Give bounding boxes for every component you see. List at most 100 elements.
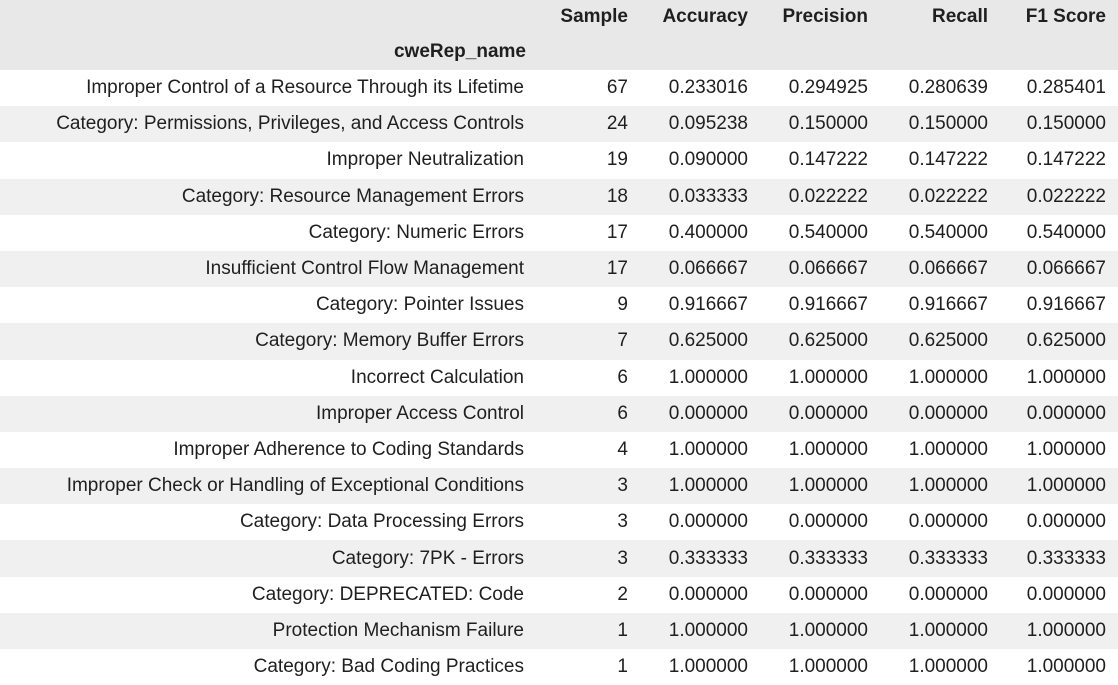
row-name: Category: Bad Coding Practices [253,656,524,678]
row-name: Category: Resource Management Errors [181,185,524,207]
table-row: Category: Permissions, Privileges, and A… [0,106,1118,143]
cell-recall: 1.000000 [908,656,988,678]
cell-f1: 0.333333 [1026,547,1106,569]
row-name: Category: Permissions, Privileges, and A… [56,113,524,135]
cell-accuracy: 0.000000 [668,402,748,424]
header-f1-score: F1 Score [1025,6,1106,27]
header-precision: Precision [782,6,868,27]
row-name: Incorrect Calculation [350,366,524,388]
cell-recall: 1.000000 [908,366,988,388]
cell-recall: 0.540000 [908,221,988,243]
table-row: Category: Memory Buffer Errors 7 0.62500… [0,323,1118,360]
index-blank [538,34,640,70]
cell-f1: 0.147222 [1026,149,1106,171]
row-name: Category: 7PK - Errors [331,547,524,569]
cell-accuracy: 0.233016 [668,77,748,99]
index-blank [1000,34,1118,70]
cell-precision: 0.000000 [788,583,868,605]
cell-sample: 9 [617,294,628,316]
cell-precision: 0.916667 [788,294,868,316]
cell-precision: 0.294925 [788,77,868,99]
index-blank [640,34,760,70]
cell-recall: 0.333333 [908,547,988,569]
cell-accuracy: 1.000000 [668,366,748,388]
cell-recall: 0.150000 [908,113,988,135]
cell-accuracy: 0.400000 [668,221,748,243]
row-name: Improper Access Control [315,402,524,424]
table-row: Improper Adherence to Coding Standards 4… [0,431,1118,469]
row-name: Protection Mechanism Failure [272,619,524,641]
cell-f1: 1.000000 [1026,366,1106,388]
header-recall: Recall [932,6,988,27]
cell-recall: 0.625000 [908,330,988,352]
cell-precision: 1.000000 [788,366,868,388]
cell-f1: 0.540000 [1026,221,1106,243]
cell-precision: 0.000000 [788,511,868,533]
cell-accuracy: 1.000000 [668,475,748,497]
cell-sample: 3 [617,511,628,533]
cell-recall: 1.000000 [908,475,988,497]
cell-accuracy: 0.000000 [668,583,748,605]
table-row: Insufficient Control Flow Management 17 … [0,250,1118,288]
table-row: Improper Check or Handling of Exceptiona… [0,468,1118,505]
cell-sample: 3 [617,547,628,569]
table-row: Category: Pointer Issues 9 0.916667 0.91… [0,287,1118,324]
table-row: Improper Access Control 6 0.000000 0.000… [0,395,1118,432]
cell-recall: 0.022222 [908,185,988,207]
cell-precision: 0.150000 [788,113,868,135]
row-name: Improper Adherence to Coding Standards [173,438,524,460]
cell-accuracy: 0.916667 [668,294,748,316]
row-name: Improper Control of a Resource Through i… [86,77,524,99]
row-name: Category: Pointer Issues [315,294,524,316]
column-header-row: Sample Accuracy Precision Recall F1 Scor… [0,0,1118,34]
row-name: Category: Numeric Errors [308,221,524,243]
cell-recall: 0.000000 [908,583,988,605]
cell-f1: 0.066667 [1026,258,1106,280]
cell-sample: 2 [617,583,628,605]
cell-precision: 0.022222 [788,185,868,207]
cell-recall: 1.000000 [908,619,988,641]
cell-accuracy: 1.000000 [668,656,748,678]
cell-recall: 0.000000 [908,511,988,533]
cell-f1: 0.000000 [1026,511,1106,533]
header-accuracy: Accuracy [662,6,748,27]
cell-sample: 1 [617,656,628,678]
cell-precision: 1.000000 [788,656,868,678]
index-header-row: cweRep_name [0,34,1118,70]
cell-precision: 0.540000 [788,221,868,243]
cell-accuracy: 0.000000 [668,511,748,533]
cell-f1: 1.000000 [1026,619,1106,641]
cell-f1: 0.285401 [1026,77,1106,99]
header-sample: Sample [560,6,628,27]
row-name: Improper Neutralization [326,149,524,171]
cell-sample: 19 [606,149,628,171]
index-blank [760,34,880,70]
cell-f1: 1.000000 [1026,438,1106,460]
cell-sample: 3 [617,475,628,497]
table-row: Protection Mechanism Failure 1 1.000000 … [0,612,1118,649]
cell-precision: 0.000000 [788,402,868,424]
cell-sample: 1 [617,619,628,641]
cell-precision: 1.000000 [788,475,868,497]
table-row: Category: Resource Management Errors 18 … [0,178,1118,215]
cell-precision: 0.625000 [788,330,868,352]
cell-accuracy: 1.000000 [668,438,748,460]
cell-f1: 0.916667 [1026,294,1106,316]
cell-recall: 0.000000 [908,402,988,424]
index-name-header: cweRep_name [393,41,526,62]
table-row: Improper Neutralization 19 0.090000 0.14… [0,142,1118,179]
cell-recall: 0.916667 [908,294,988,316]
table-row: Category: Numeric Errors 17 0.400000 0.5… [0,214,1118,251]
cell-sample: 67 [606,77,628,99]
row-name: Improper Check or Handling of Exceptiona… [66,475,524,497]
cell-f1: 0.000000 [1026,402,1106,424]
table-row: Category: DEPRECATED: Code 2 0.000000 0.… [0,576,1118,613]
cell-precision: 0.147222 [788,149,868,171]
header-blank [0,0,538,34]
cell-accuracy: 0.333333 [668,547,748,569]
cell-recall: 0.066667 [908,258,988,280]
table-row: Category: 7PK - Errors 3 0.333333 0.3333… [0,540,1118,577]
cell-sample: 7 [617,330,628,352]
cell-accuracy: 0.095238 [668,113,748,135]
cell-sample: 6 [617,366,628,388]
